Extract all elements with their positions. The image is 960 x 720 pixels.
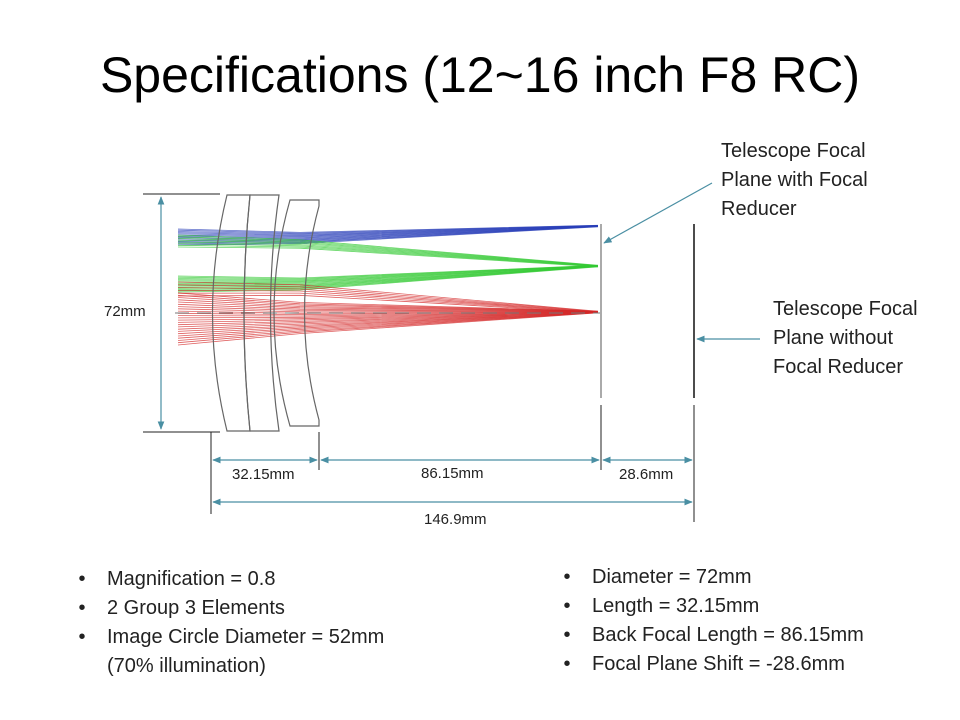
ray <box>177 311 599 321</box>
ray <box>177 243 599 267</box>
bullet-icon: • <box>78 568 86 590</box>
ray <box>177 311 599 323</box>
ray <box>177 312 599 337</box>
ray <box>177 312 599 341</box>
spec-text: Length = 32.15mm <box>592 595 760 617</box>
bullet-icon: • <box>78 626 86 648</box>
ray <box>177 311 599 316</box>
bullet-icon: • <box>78 597 86 619</box>
spec-text: Image Circle Diameter = 52mm <box>107 626 385 648</box>
bullet-icon: • <box>563 595 571 617</box>
ray <box>177 297 599 312</box>
ray <box>177 292 599 312</box>
total-length-label: 146.9mm <box>424 511 487 528</box>
ray <box>177 311 599 317</box>
ray <box>177 244 599 267</box>
ray <box>177 311 599 319</box>
ray <box>177 311 599 326</box>
diameter-label: 72mm <box>104 303 146 320</box>
callout-line: Reducer <box>721 198 797 220</box>
spec-text: Back Focal Length = 86.15mm <box>592 624 864 646</box>
callout-line: Focal Reducer <box>773 356 904 378</box>
lens-element-3 <box>273 199 320 427</box>
ray <box>177 312 599 346</box>
lens-element-2 <box>243 194 280 432</box>
ray <box>177 289 599 313</box>
callout-line: Telescope Focal <box>773 298 918 320</box>
callout-line: Telescope Focal <box>721 140 866 162</box>
reducer-length-label: 32.15mm <box>232 466 295 483</box>
list-item: • Magnification = 0.8 <box>75 565 384 594</box>
spec-text: Magnification = 0.8 <box>107 568 276 590</box>
ray <box>177 226 599 245</box>
spec-text: Focal Plane Shift = -28.6mm <box>592 653 845 675</box>
callout-focal-plane-with-reducer: Telescope Focal Plane with Focal Reducer <box>721 137 868 224</box>
ray <box>177 306 599 313</box>
spec-text: 2 Group 3 Elements <box>107 597 285 619</box>
slide-title: Specifications (12~16 inch F8 RC) <box>99 47 861 103</box>
ray <box>177 308 599 313</box>
callout-focal-plane-without-reducer: Telescope Focal Plane without Focal Redu… <box>773 295 918 382</box>
callout-line: Plane with Focal <box>721 169 868 191</box>
ray <box>177 311 599 330</box>
ray <box>177 312 599 339</box>
ray <box>177 303 599 312</box>
ray <box>177 299 599 312</box>
ray <box>177 294 599 312</box>
ray <box>177 281 599 312</box>
bullet-icon: • <box>563 566 571 588</box>
bullet-icon: • <box>563 624 571 646</box>
spec-text: Diameter = 72mm <box>592 566 752 588</box>
ray <box>177 310 599 314</box>
ray <box>177 241 599 267</box>
specs-list-left: • Magnification = 0.8 • 2 Group 3 Elements… <box>75 565 384 681</box>
list-item: • Image Circle Diameter = 52mm (70% illumi… <box>75 623 384 681</box>
back-focal-label: 86.15mm <box>421 465 484 482</box>
ray <box>177 301 599 312</box>
ray <box>177 312 599 332</box>
list-item: • 2 Group 3 Elements <box>75 594 384 623</box>
ray <box>177 312 599 335</box>
ray <box>177 265 599 284</box>
green-ray-bundle <box>177 264 599 314</box>
shift-label: 28.6mm <box>619 466 674 483</box>
list-item: • Diameter = 72mm <box>560 563 864 592</box>
list-item: • Length = 32.15mm <box>560 592 864 621</box>
specs-list-right: • Diameter = 72mm • Length = 32.15mm • Back… <box>560 563 864 679</box>
callout-leader-with-reducer <box>603 182 713 244</box>
ray <box>177 292 599 313</box>
ray <box>177 246 599 268</box>
ray <box>177 266 599 293</box>
blue-ray-bundle <box>177 224 599 268</box>
spec-text-continuation: (70% illumination) <box>107 655 266 677</box>
list-item: • Back Focal Length = 86.15mm <box>560 621 864 650</box>
ray <box>177 239 599 267</box>
ray <box>177 287 599 313</box>
callout-line: Plane without <box>773 327 894 349</box>
ray <box>177 312 599 344</box>
ray <box>177 311 599 328</box>
bullet-icon: • <box>563 653 571 675</box>
list-item: • Focal Plane Shift = -28.6mm <box>560 650 864 679</box>
ray <box>177 284 599 312</box>
red-ray-bundle <box>177 292 599 346</box>
